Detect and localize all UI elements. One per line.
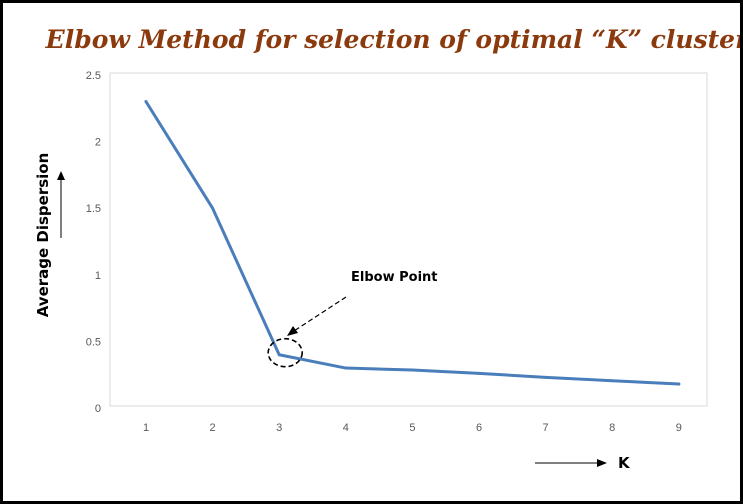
- elbow-point-label: Elbow Point: [351, 270, 438, 285]
- data-point: [344, 366, 348, 370]
- series-line: [144, 100, 681, 386]
- y-axis-arrow: [57, 171, 65, 238]
- elbow-arrow-head: [287, 326, 298, 336]
- y-tick-label: 2: [95, 137, 101, 149]
- y-tick-label: 0: [95, 403, 101, 415]
- data-point: [610, 379, 614, 383]
- y-tick-label: 0.5: [86, 336, 101, 348]
- data-point: [410, 368, 414, 372]
- y-tick-label: 2.5: [86, 70, 101, 82]
- x-tick-label: 4: [343, 422, 349, 434]
- x-tick-label: 2: [210, 422, 216, 434]
- data-point: [477, 371, 481, 375]
- x-tick-label: 8: [609, 422, 615, 434]
- x-tick-label: 7: [543, 422, 549, 434]
- y-tick-label: 1: [95, 270, 101, 282]
- x-tick-label: 3: [276, 422, 282, 434]
- y-tick-label: 1.5: [86, 203, 101, 215]
- elbow-arrow-line: [293, 296, 347, 332]
- x-axis-title: K: [618, 454, 631, 472]
- y-tick-labels: 0 0.5 1 1.5 2 2.5: [86, 70, 101, 415]
- data-point: [277, 353, 281, 357]
- x-tick-label: 9: [676, 422, 682, 434]
- x-tick-label: 1: [143, 422, 149, 434]
- plot-area: [109, 72, 708, 407]
- x-axis-arrow: [535, 459, 607, 467]
- x-tick-label: 6: [476, 422, 482, 434]
- x-tick-labels: 1 2 3 4 5 6 7 8 9: [143, 422, 682, 434]
- data-point: [211, 206, 215, 210]
- elbow-circle: [267, 337, 304, 368]
- x-tick-label: 5: [409, 422, 415, 434]
- data-point: [144, 100, 148, 104]
- data-points: [144, 100, 681, 386]
- chart-title: Elbow Method for selection of optimal “K…: [45, 25, 740, 54]
- y-axis-title: Average Dispersion: [34, 153, 52, 318]
- data-point: [677, 382, 681, 386]
- data-point: [544, 375, 548, 379]
- chart: Elbow Method for selection of optimal “K…: [34, 25, 740, 472]
